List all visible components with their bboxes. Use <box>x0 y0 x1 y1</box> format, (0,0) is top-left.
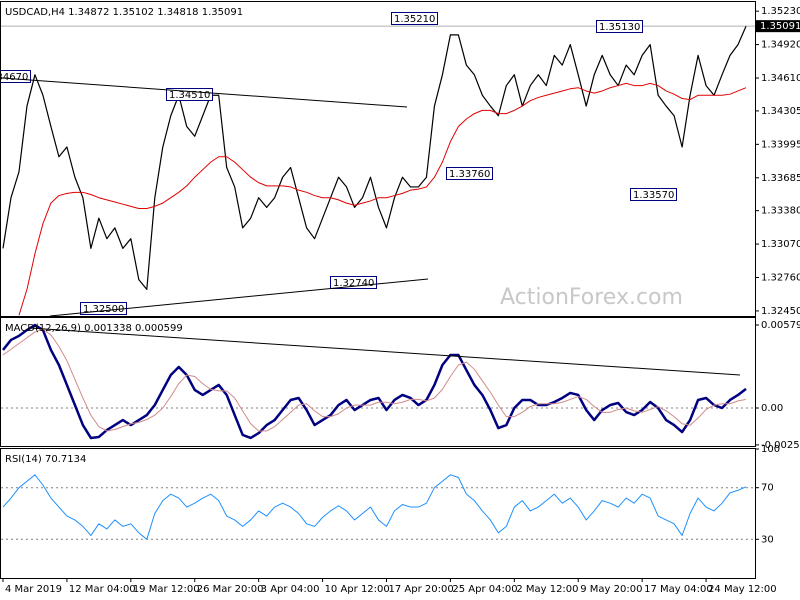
panel-plot: ActionForex.com 1.34670 1.34510 1.32500 1.32… <box>0 12 755 316</box>
x-tick-label: 10 Apr 12:00 <box>325 584 390 595</box>
annotation-box <box>596 20 643 33</box>
panel-plot <box>1 323 755 440</box>
y-tick-label: 1.35230 <box>761 6 800 17</box>
trend-line <box>29 327 741 376</box>
y-tick-label: 0.00 <box>761 403 783 414</box>
y-tick-label: 1.32760 <box>761 273 800 284</box>
y-tick-label: 1.34305 <box>761 106 800 117</box>
annotation-label: 1.34510 <box>169 90 210 101</box>
series-line <box>2 26 747 290</box>
y-tick-label: 1.33685 <box>761 173 800 184</box>
x-tick-label: 17 Apr 20:00 <box>388 584 453 595</box>
last-price-label: 1.35091 <box>760 21 800 32</box>
annotation-label: 1.35210 <box>394 14 435 25</box>
panel-title: RSI(14) 70.7134 <box>5 454 86 465</box>
x-tick-label: 3 Apr 04:00 <box>261 584 320 595</box>
panel-title: MACD(12,26,9) 0.001338 0.000599 <box>5 323 183 334</box>
y-tick-label: 1.33070 <box>761 239 800 250</box>
y-tick-label: 70 <box>761 483 774 494</box>
y-tick-label: 100 <box>761 444 780 455</box>
y-tick-label: -0.002573 <box>761 440 800 451</box>
annotation-box <box>630 188 677 201</box>
annotation-box <box>166 88 213 101</box>
y-tick-label: 1.34920 <box>761 40 800 51</box>
x-tick-label: 17 May 04:00 <box>644 584 713 595</box>
x-tick-label: 9 May 20:00 <box>580 584 642 595</box>
annotation-label: 1.35130 <box>599 22 640 33</box>
panel-title: USDCAD,H4 1.34872 1.35102 1.34818 1.3509… <box>5 7 243 18</box>
annotation-label: 1.33570 <box>633 190 674 201</box>
annotation-label: 1.32500 <box>83 304 124 315</box>
x-tick-label: 24 May 12:00 <box>708 584 777 595</box>
x-tick-label: 26 Mar 20:00 <box>197 584 264 595</box>
trend-line <box>1 77 408 108</box>
y-tick-label: 0.005793 <box>761 320 800 331</box>
series-line <box>2 474 747 540</box>
annotation-box <box>391 12 438 25</box>
last-price-box <box>756 20 800 33</box>
annotation-label: 1.32740 <box>333 278 374 289</box>
x-tick-label: 25 Apr 04:00 <box>452 584 517 595</box>
y-tick-label: 1.34610 <box>761 73 800 84</box>
y-tick-label: 30 <box>761 534 774 545</box>
rsi-panel <box>0 448 756 579</box>
series-line <box>18 82 747 316</box>
panel-plot <box>1 474 755 540</box>
x-tick-label: 12 Mar 04:00 <box>69 584 136 595</box>
annotation-label: 1.33760 <box>449 169 490 180</box>
series-line <box>2 328 747 432</box>
y-tick-label: 1.33380 <box>761 206 800 217</box>
watermark: ActionForex.com <box>500 285 683 310</box>
price-panel <box>0 1 756 317</box>
series-line <box>2 323 747 440</box>
y-tick-label: 1.32450 <box>761 306 800 317</box>
x-tick-label: 2 May 12:00 <box>516 584 578 595</box>
annotation-label: 1.34670 <box>0 72 28 83</box>
x-tick-label: 4 Mar 2019 <box>5 584 62 595</box>
trend-line <box>49 278 429 317</box>
annotation-box <box>446 167 493 180</box>
x-tick-label: 19 Mar 12:00 <box>133 584 200 595</box>
y-tick-label: 1.33995 <box>761 139 800 150</box>
